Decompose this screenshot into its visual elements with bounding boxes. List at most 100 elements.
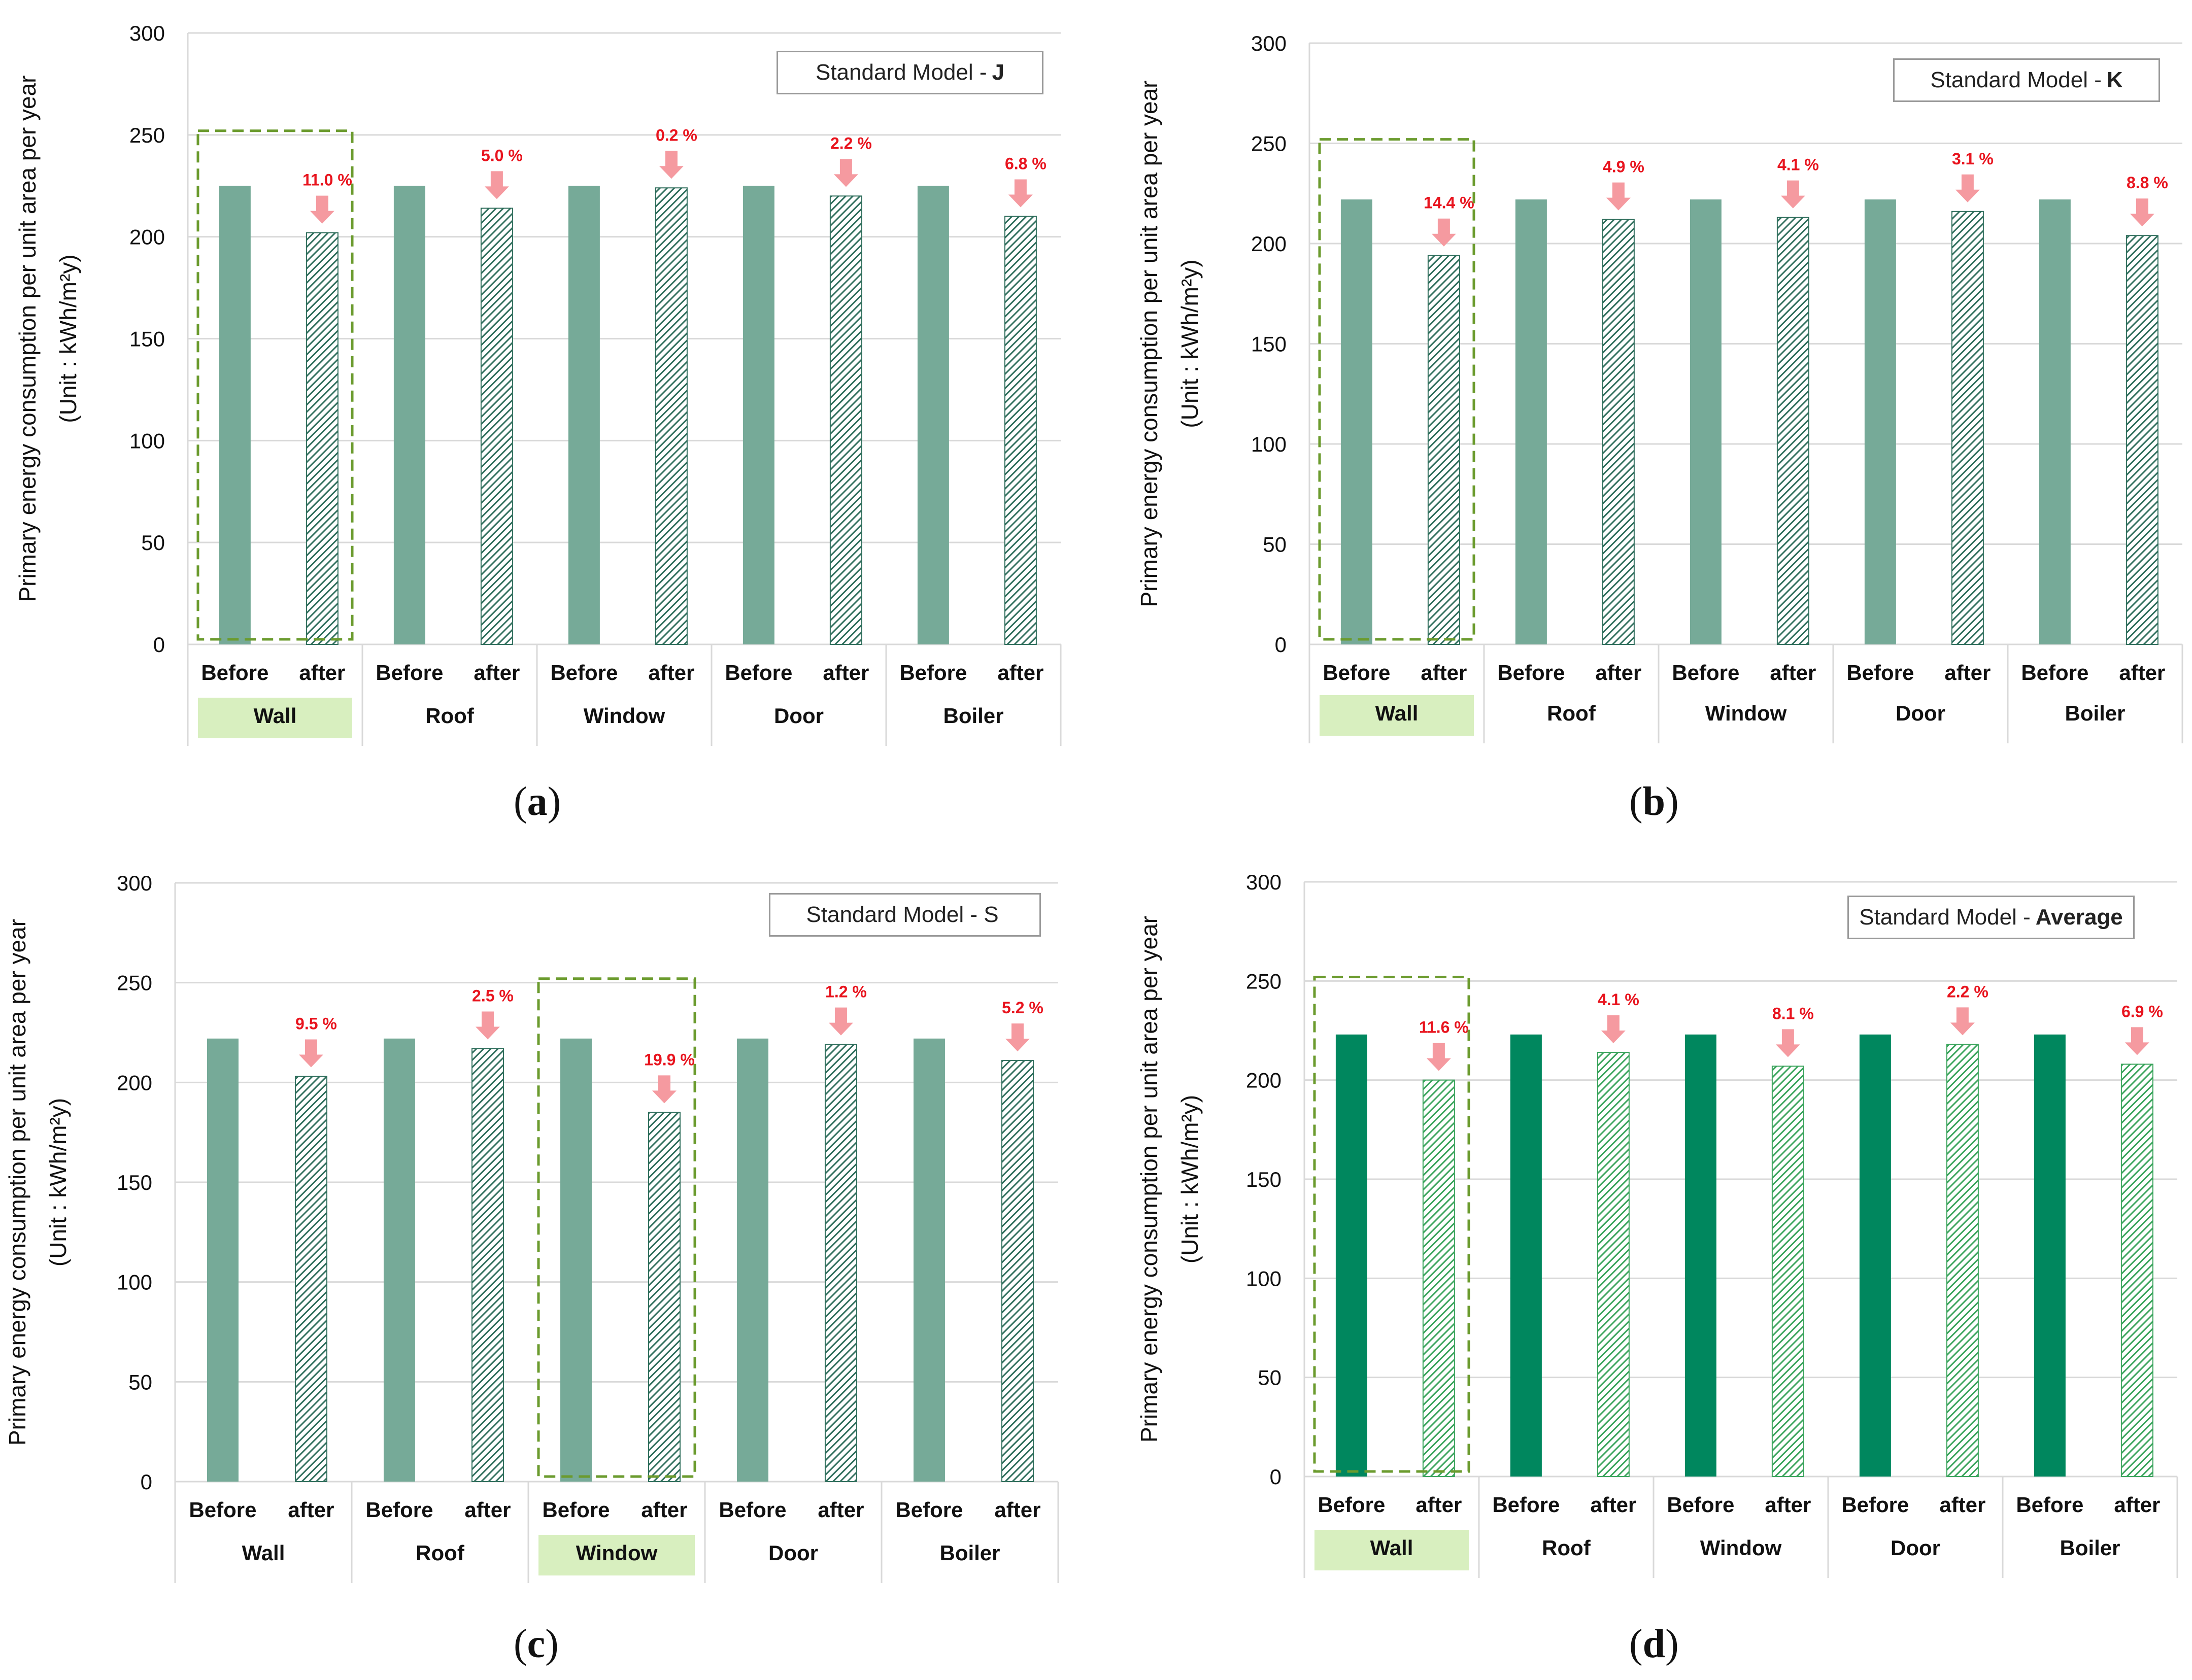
bar-before-wall <box>219 186 251 644</box>
bar-after-boiler <box>2120 1064 2153 1477</box>
bar-before-door <box>736 1038 768 1482</box>
x-sub-label-before: Before <box>895 1498 963 1522</box>
down-arrow-icon <box>484 171 509 199</box>
y-tick-label: 0 <box>1275 633 1287 657</box>
y-tick-label: 0 <box>1270 1465 1282 1489</box>
down-arrow-icon <box>2130 198 2154 227</box>
down-arrow-icon <box>1780 180 1805 209</box>
down-arrow-icon <box>828 1007 853 1036</box>
y-tick-label: 300 <box>129 21 165 45</box>
down-arrow-icon <box>2124 1027 2149 1055</box>
y-axis-unit: (Unit : kWh/m²y) <box>55 254 81 423</box>
reduction-label: 5.2 % <box>1002 999 1043 1017</box>
x-sub-label-after: after <box>641 1498 687 1522</box>
chart-svg-c: 0 50 100 150 200 250 300 Primary energy consump… <box>4 871 1059 1583</box>
bar-after-wall <box>1422 1079 1455 1477</box>
caption-c: (c) <box>514 1622 559 1666</box>
bar-before-wall <box>1335 1034 1367 1477</box>
legend-text-b: Standard Model - <box>1930 67 2102 92</box>
x-sub-label-before: Before <box>189 1498 256 1522</box>
x-sub-label-before: Before <box>2021 661 2088 684</box>
chart-panel-d: 0 50 100 150 200 250 300 Primary energy consump… <box>1122 837 2192 1629</box>
legend-bold-d: Average <box>2035 905 2123 930</box>
y-tick-label: 200 <box>129 225 165 249</box>
y-tick-label: 100 <box>117 1271 152 1294</box>
y-axis-title: Primary energy consumption per unit area… <box>1136 916 1162 1443</box>
x-sub-label-before: Before <box>1323 661 1390 684</box>
x-sub-label-after: after <box>994 1498 1040 1522</box>
reduction-label: 6.9 % <box>2121 1002 2163 1020</box>
y-tick-label: 0 <box>141 1470 152 1494</box>
bar-after-door <box>824 1044 857 1483</box>
bar-after-roof <box>1597 1051 1630 1477</box>
y-axis-unit: (Unit : kWh/m²y) <box>1176 1095 1203 1263</box>
x-sub-label-before: Before <box>1497 661 1565 684</box>
legend-text-d: Standard Model - <box>1859 905 2031 930</box>
bar-before-roof <box>393 186 425 644</box>
bar-before-boiler <box>2034 1034 2066 1477</box>
chart-svg-b: 0 50 100 150 200 250 300 Primary energy consump… <box>1136 31 2183 743</box>
down-arrow-icon <box>659 151 684 179</box>
x-sub-label-after: after <box>1765 1493 1811 1517</box>
highlight-dashed-box <box>1313 976 1470 1473</box>
chart-panel-b: 0 50 100 150 200 250 300 Primary energy consump… <box>1122 8 2192 799</box>
x-category-label: Boiler <box>2060 1536 2120 1560</box>
bar-before-roof <box>1515 199 1547 645</box>
legend-bold-a: J <box>992 60 1004 85</box>
down-arrow-icon <box>1775 1029 1800 1057</box>
x-sub-label-before: Before <box>550 661 618 684</box>
y-tick-label: 0 <box>153 633 165 657</box>
down-arrow-icon <box>1008 179 1033 208</box>
y-tick-label: 50 <box>128 1370 152 1394</box>
bar-after-boiler <box>1001 1060 1034 1483</box>
x-sub-label-after: after <box>1595 661 1641 684</box>
y-tick-label: 100 <box>1246 1266 1282 1290</box>
x-category-label: Door <box>1896 701 1945 725</box>
x-sub-label-after: after <box>1944 661 1991 684</box>
chart-panel-a: 0 50 100 150 200 250 300 Primary energy consump… <box>0 0 1091 792</box>
y-tick-label: 100 <box>129 429 165 453</box>
reduction-label: 6.8 % <box>1005 155 1047 173</box>
y-tick-label: 100 <box>1251 432 1287 456</box>
x-sub-label-after: after <box>1590 1493 1636 1517</box>
legend-box-d: Standard Model - Average <box>1847 896 2135 939</box>
x-sub-label-before: Before <box>1841 1493 1909 1517</box>
x-category-label: Window <box>584 704 665 728</box>
y-tick-label: 200 <box>1251 232 1287 256</box>
x-category-label: Roof <box>416 1541 465 1565</box>
x-category-label: Door <box>1891 1536 1940 1560</box>
x-sub-label-before: Before <box>719 1498 786 1522</box>
y-tick-label: 50 <box>141 531 165 555</box>
caption-b: (b) <box>1629 779 1679 824</box>
highlight-dashed-box <box>196 129 354 641</box>
highlight-label-fill <box>198 698 352 738</box>
x-sub-label-after: after <box>2114 1493 2160 1517</box>
chart-svg-d: 0 50 100 150 200 250 300 Primary energy consump… <box>1136 870 2178 1578</box>
reduction-label: 0.2 % <box>656 126 697 144</box>
bar-before-wall <box>1340 199 1372 645</box>
y-tick-label: 50 <box>1263 533 1287 557</box>
highlight-label-fill <box>538 1535 695 1575</box>
x-sub-label-after: after <box>464 1498 511 1522</box>
y-tick-label: 150 <box>1251 332 1287 356</box>
bar-after-roof <box>480 208 513 645</box>
bar-after-wall <box>294 1076 327 1482</box>
legend-box-b: Standard Model - K <box>1893 58 2160 102</box>
bar-before-window <box>568 186 600 644</box>
x-category-label: Boiler <box>2065 701 2125 725</box>
down-arrow-icon <box>1426 1043 1451 1071</box>
y-axis-title: Primary energy consumption per unit area… <box>14 75 41 602</box>
x-category-label: Roof <box>1542 1536 1591 1560</box>
x-sub-label-after: after <box>818 1498 864 1522</box>
highlight-dashed-box <box>1318 138 1475 641</box>
x-sub-label-after: after <box>1415 1493 1462 1517</box>
legend-text-a: Standard Model - <box>815 60 987 85</box>
x-sub-label-after: after <box>1770 661 1816 684</box>
y-tick-label: 250 <box>1246 969 1282 993</box>
x-category-label: Window <box>576 1541 658 1565</box>
down-arrow-icon <box>1955 174 1980 202</box>
reduction-label: 5.0 % <box>481 146 523 164</box>
reduction-label: 14.4 % <box>1424 194 1474 212</box>
bar-before-window <box>1684 1034 1716 1477</box>
y-axis-unit: (Unit : kWh/m²y) <box>45 1098 71 1266</box>
